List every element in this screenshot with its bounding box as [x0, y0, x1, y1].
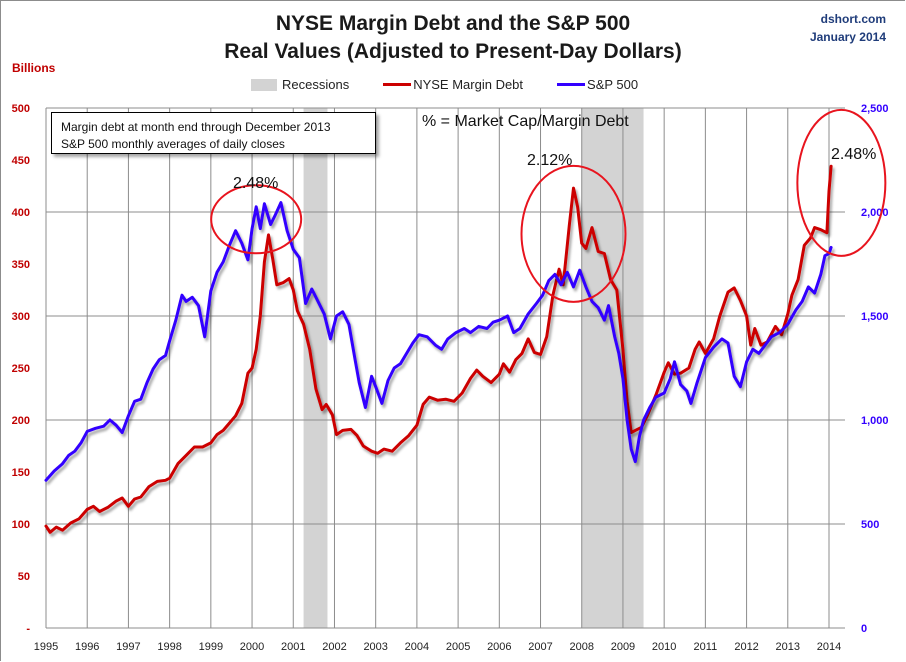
left-axis-unit: Billions [12, 61, 56, 75]
y-right-tick-label: 1,500 [861, 311, 889, 323]
x-tick-label: 1995 [34, 641, 58, 653]
x-tick-label: 1999 [199, 641, 223, 653]
data-note-box: Margin debt at month end through Decembe… [51, 112, 376, 154]
legend: Recessions NYSE Margin Debt S&P 500 [251, 77, 672, 92]
peak-label-2013: 2.48% [831, 146, 877, 163]
y-left-tick-label: 150 [12, 467, 30, 479]
x-tick-label: 2010 [652, 641, 676, 653]
x-tick-label: 2008 [569, 641, 593, 653]
y-left-tick-label: 500 [12, 103, 30, 115]
recession-band [581, 108, 644, 628]
y-left-tick-label: 300 [12, 311, 30, 323]
legend-item-margin-debt: NYSE Margin Debt [383, 77, 523, 92]
y-left-tick-label: 400 [12, 207, 30, 219]
y-right-tick-label: 2,000 [861, 207, 889, 219]
y-left-tick-label: 100 [12, 519, 30, 531]
x-tick-label: 1997 [116, 641, 140, 653]
x-tick-label: 2006 [487, 641, 511, 653]
x-tick-label: 2007 [528, 641, 552, 653]
y-right-tick-label: 1,000 [861, 415, 889, 427]
legend-item-sp500: S&P 500 [557, 77, 638, 92]
legend-item-recessions: Recessions [251, 77, 349, 92]
formula-annotation: % = Market Cap/Margin Debt [422, 113, 629, 130]
peak-circle-2007 [520, 164, 627, 303]
data-note-line1: Margin debt at month end through Decembe… [61, 120, 331, 134]
y-left-tick-label: 200 [12, 415, 30, 427]
x-tick-label: 2012 [734, 641, 758, 653]
x-tick-label: 2013 [776, 641, 800, 653]
y-left-tick-label: - [26, 623, 30, 635]
x-tick-label: 2005 [446, 641, 470, 653]
x-tick-label: 2011 [694, 641, 718, 653]
x-tick-label: 2009 [611, 641, 635, 653]
legend-swatch-sp500 [557, 83, 586, 86]
x-tick-label: 1998 [157, 641, 181, 653]
x-tick-label: 2000 [240, 641, 264, 653]
legend-label-sp500: S&P 500 [587, 77, 639, 92]
legend-swatch-recessions [251, 78, 277, 91]
recession-band [303, 108, 328, 628]
chart-title-line2: Real Values (Adjusted to Present-Day Dol… [224, 40, 682, 63]
source-label: dshort.com [820, 12, 886, 26]
x-tick-label: 2014 [817, 641, 841, 653]
x-tick-label: 2002 [322, 641, 346, 653]
y-right-tick-label: 500 [861, 519, 879, 531]
y-right-tick-label: 0 [861, 623, 867, 635]
peak-label-2007: 2.12% [527, 152, 573, 169]
x-tick-label: 2004 [405, 641, 429, 653]
legend-label-recessions: Recessions [282, 77, 350, 92]
y-left-tick-label: 350 [12, 259, 30, 271]
y-left-tick-label: 50 [18, 571, 30, 583]
peak-circle-2013 [796, 108, 887, 257]
x-tick-label: 1996 [75, 641, 99, 653]
x-tick-label: 2001 [281, 641, 305, 653]
peak-circle-2000 [210, 184, 303, 255]
series-line-sp500 [44, 201, 833, 482]
y-left-tick-label: 450 [12, 155, 30, 167]
chart-title-line1: NYSE Margin Debt and the S&P 500 [275, 12, 631, 35]
peak-label-2000: 2.48% [233, 175, 279, 192]
data-note-line2: S&P 500 monthly averages of daily closes [61, 137, 285, 151]
legend-label-margin-debt: NYSE Margin Debt [413, 77, 524, 92]
x-tick-label: 2003 [363, 641, 387, 653]
y-right-tick-label: 2,500 [861, 103, 889, 115]
series-line-margin-debt [44, 164, 833, 534]
y-left-tick-label: 250 [12, 363, 30, 375]
legend-swatch-margin-debt [383, 83, 412, 86]
date-label: January 2014 [809, 30, 886, 44]
